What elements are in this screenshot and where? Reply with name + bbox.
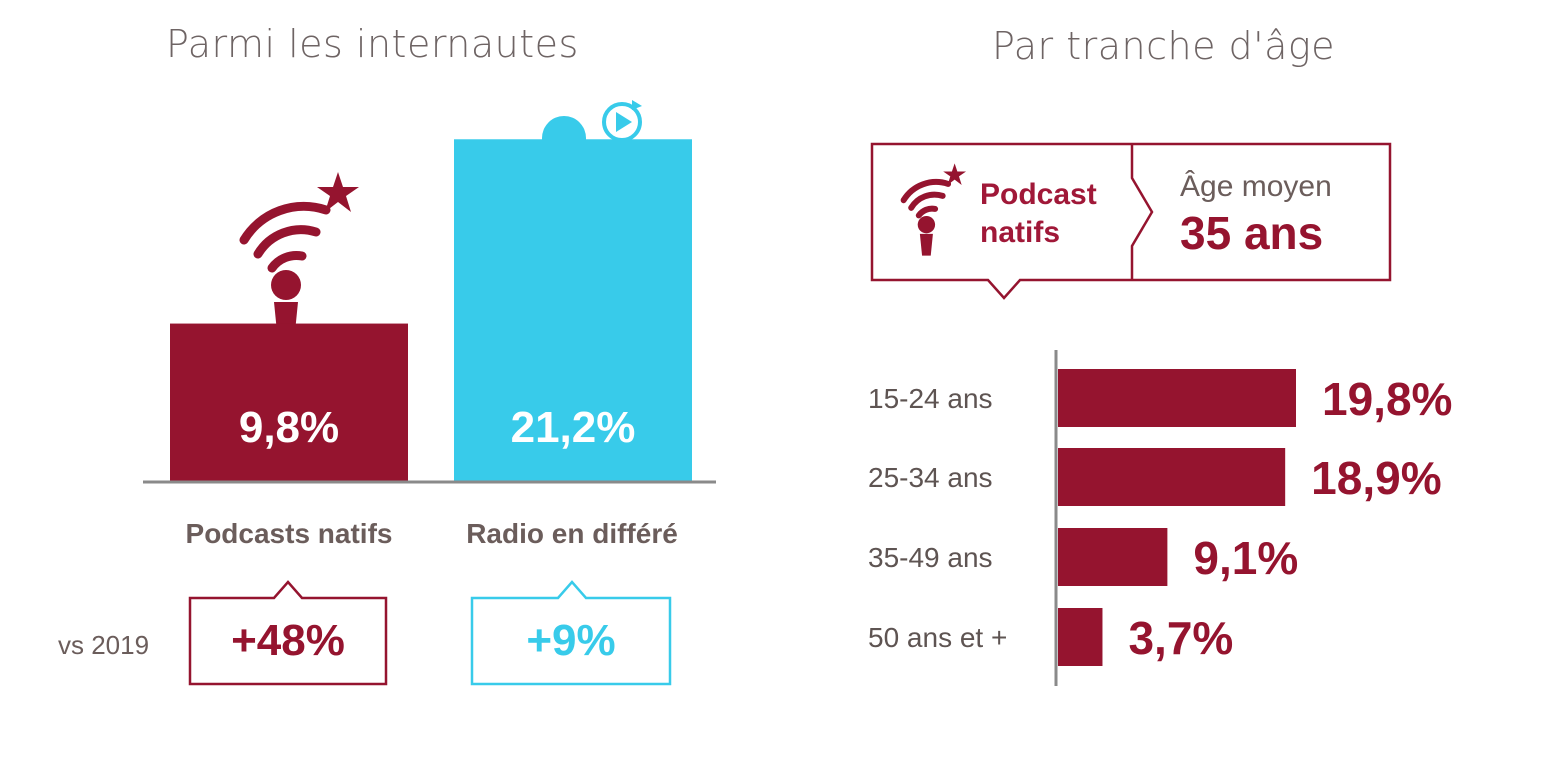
podcast-label-line2: natifs bbox=[980, 216, 1061, 249]
bar-value-label: 21,2% bbox=[511, 403, 636, 452]
bar-radio bbox=[454, 139, 692, 482]
age-bar-value: 18,9% bbox=[1311, 452, 1441, 504]
age-bar bbox=[1058, 608, 1103, 666]
left-bar-chart: 9,8% 21,2% bbox=[143, 139, 716, 484]
age-label: 35-49 ans bbox=[868, 542, 993, 573]
average-age-label: Âge moyen bbox=[1180, 170, 1332, 203]
category-label-podcasts: Podcasts natifs bbox=[185, 518, 393, 549]
bar-value-label: 9,8% bbox=[239, 403, 339, 452]
age-bar-chart: 15-24 ans 19,8% 25-34 ans 18,9% 35-49 ans 9,1… bbox=[868, 350, 1452, 686]
age-bar bbox=[1058, 528, 1168, 586]
age-label: 15-24 ans bbox=[868, 383, 993, 414]
age-bar-value: 3,7% bbox=[1128, 612, 1233, 664]
age-bar-value: 19,8% bbox=[1322, 373, 1452, 425]
age-bar-value: 9,1% bbox=[1193, 532, 1298, 584]
age-label: 50 ans et + bbox=[868, 622, 1007, 653]
change-value-podcasts: +48% bbox=[231, 616, 345, 665]
podcast-label-line1: Podcast bbox=[980, 178, 1097, 211]
vs-2019-label: vs 2019 bbox=[58, 630, 150, 660]
change-box-outline-podcasts bbox=[188, 580, 388, 686]
right-title: Par tranche d'âge bbox=[992, 24, 1336, 68]
category-label-radio: Radio en différé bbox=[466, 518, 678, 549]
change-box-outline-radio bbox=[470, 580, 672, 686]
podcast-natifs-label: Podcast natifs bbox=[980, 176, 1097, 252]
average-age-value: 35 ans bbox=[1180, 207, 1324, 259]
age-bar bbox=[1058, 369, 1296, 427]
change-value-radio: +9% bbox=[526, 616, 616, 665]
average-age-box-outline bbox=[870, 142, 1392, 300]
podcast-antenna-star-small-icon bbox=[900, 163, 967, 256]
left-title: Parmi les internautes bbox=[166, 22, 579, 66]
age-label: 25-34 ans bbox=[868, 462, 993, 493]
age-bar bbox=[1058, 448, 1286, 506]
bar-podcasts bbox=[170, 323, 408, 482]
